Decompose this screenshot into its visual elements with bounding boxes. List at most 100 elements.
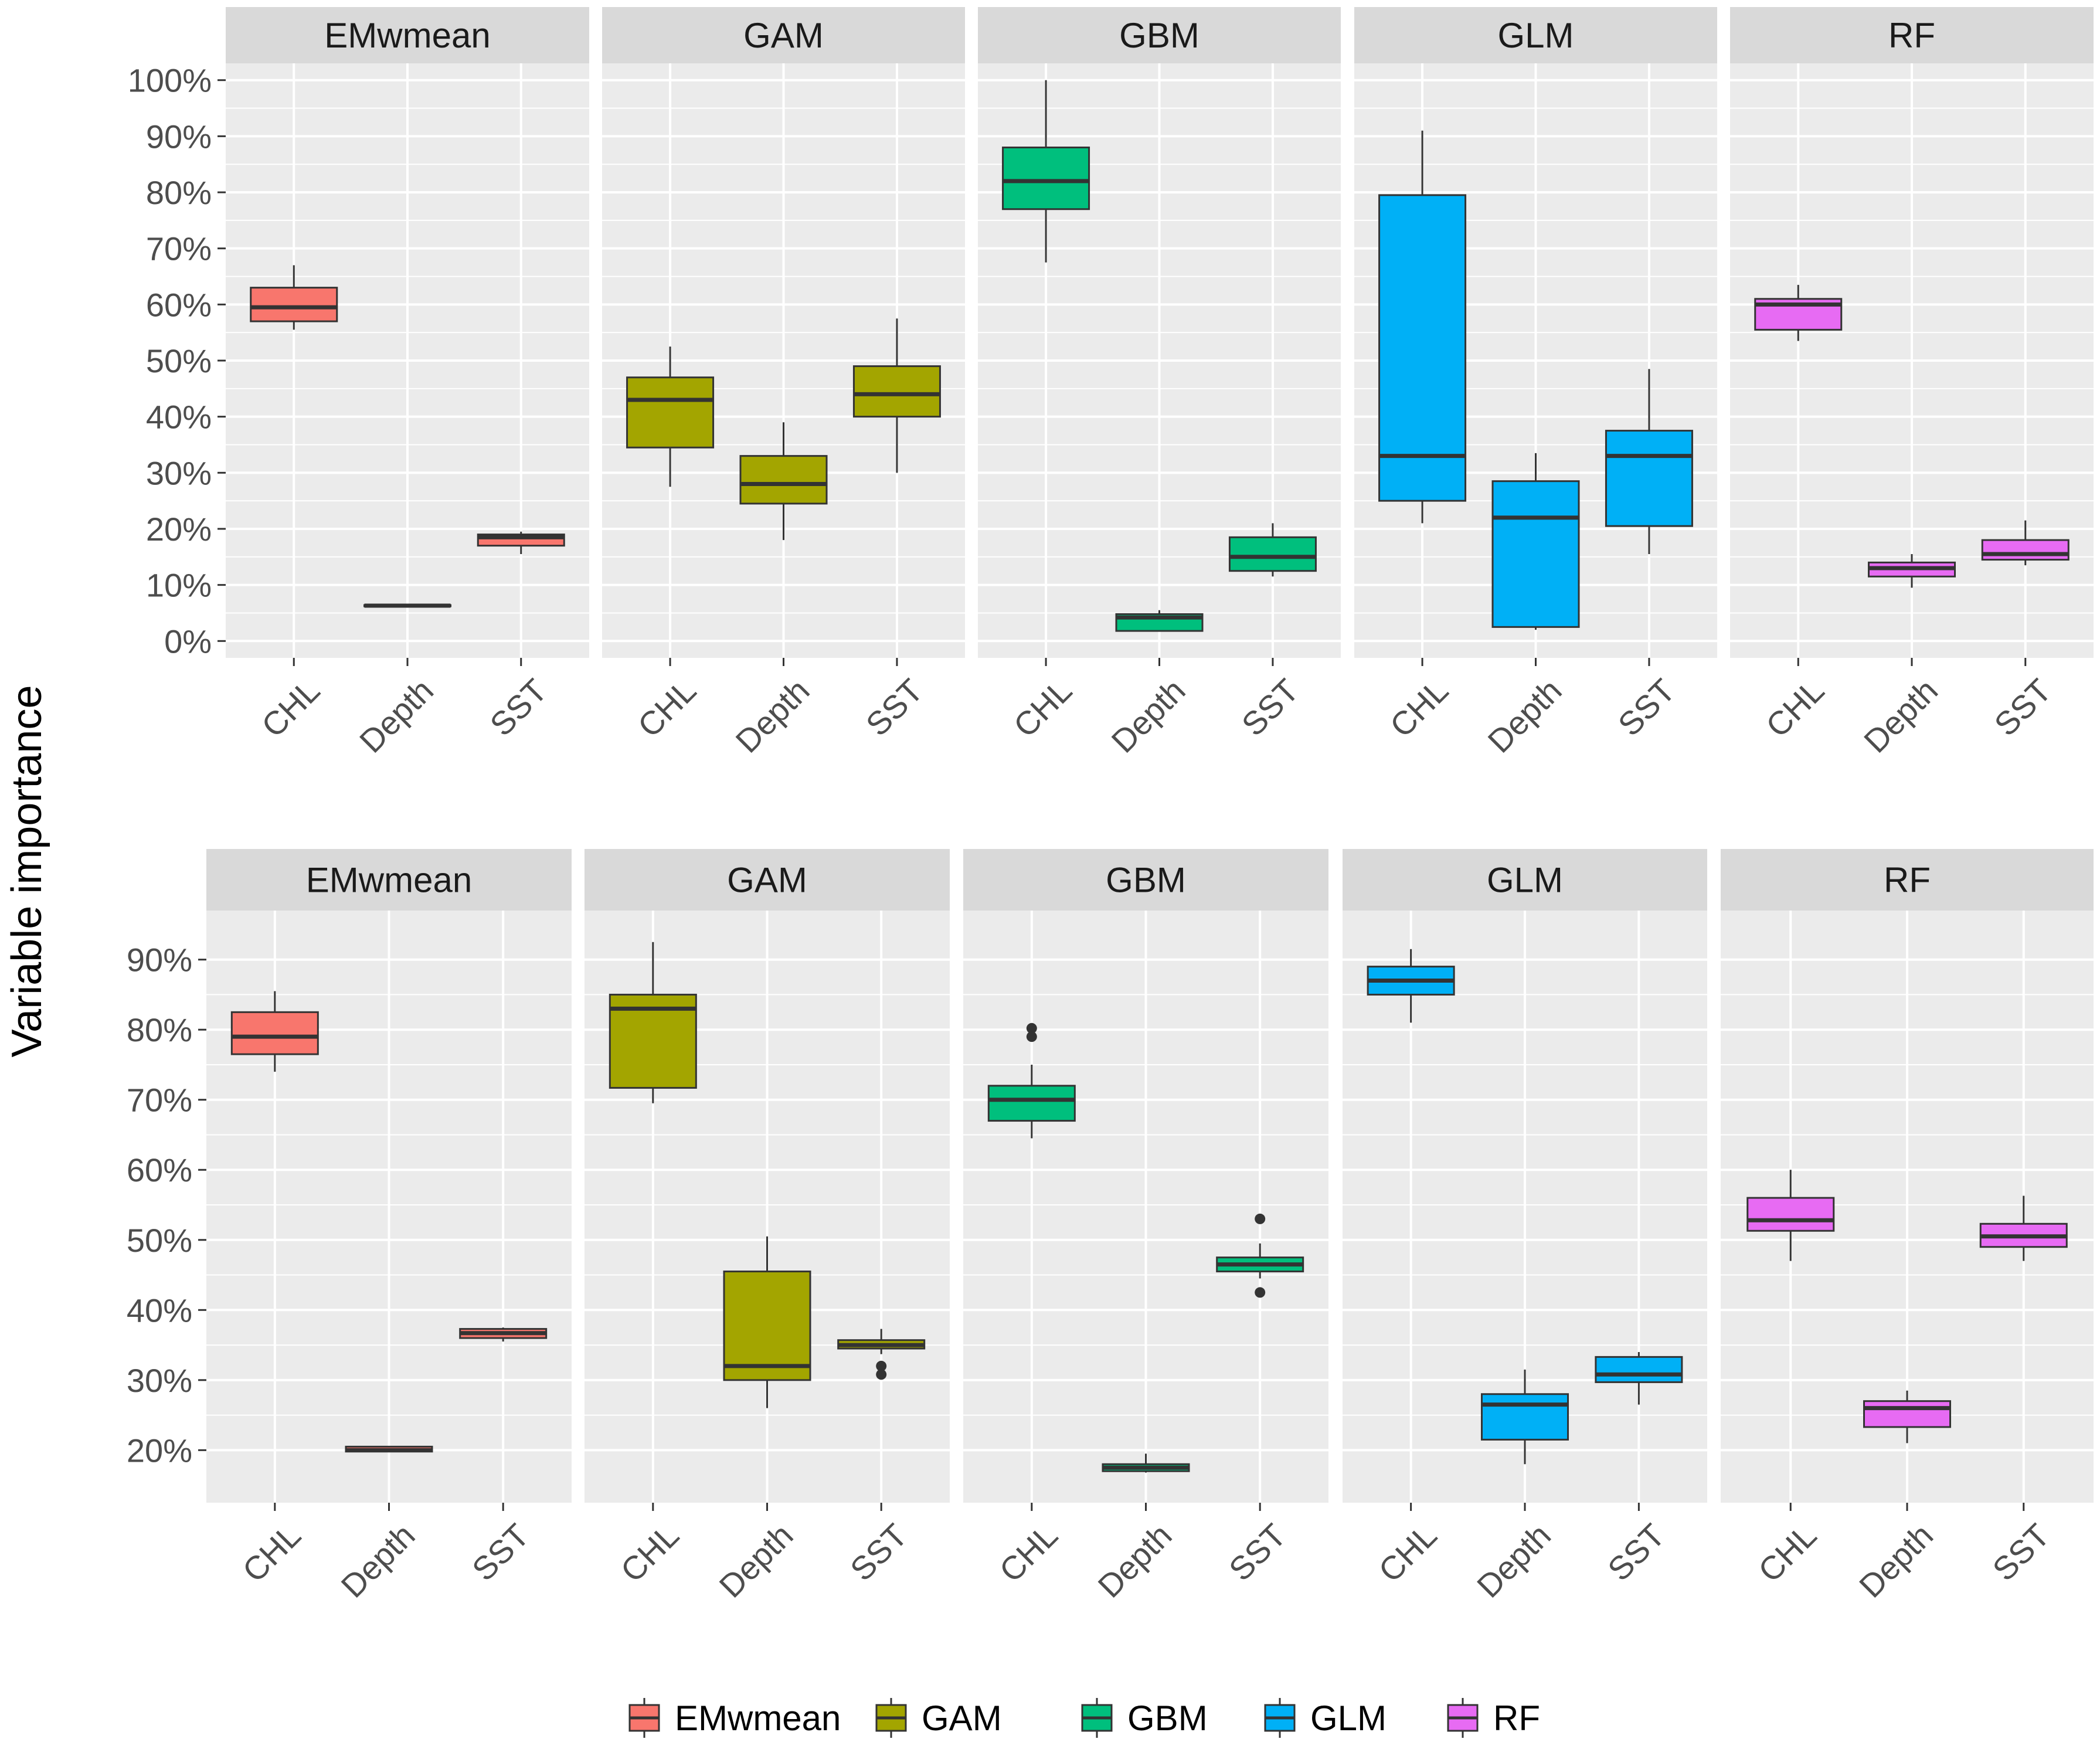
box-gbm-chl: [987, 1023, 1076, 1139]
box-gbm-chl: [1002, 80, 1090, 263]
box-iqr: [626, 376, 715, 449]
box-glm-depth: [1491, 453, 1580, 630]
facet-strip: [978, 7, 1341, 63]
outlier-point: [1255, 1213, 1266, 1224]
box-glm-depth: [1481, 1369, 1569, 1465]
facet-label: GAM: [727, 861, 807, 900]
legend-item-emwmean: EMwmean: [628, 1698, 841, 1738]
facet-strip: [226, 7, 589, 63]
legend-item-rf: RF: [1447, 1698, 1540, 1738]
box-iqr: [1605, 430, 1693, 527]
y-tick-label: 90%: [127, 942, 192, 979]
box-iqr: [1746, 1197, 1835, 1232]
facet-strip: [206, 849, 572, 911]
facet-label: RF: [1888, 16, 1935, 55]
legend-label: GLM: [1310, 1699, 1387, 1738]
legend-item-gam: GAM: [875, 1698, 1002, 1738]
box-iqr: [1378, 194, 1467, 502]
box-iqr: [230, 1011, 319, 1055]
box-iqr: [1595, 1356, 1683, 1383]
facet-label: EMwmean: [306, 861, 472, 900]
facet-strip: [1721, 849, 2094, 911]
box-gam-chl: [609, 942, 697, 1103]
box-gbm-sst: [1216, 1213, 1304, 1298]
box-iqr: [250, 287, 338, 322]
box-rf-chl: [1754, 284, 1843, 341]
y-tick-label: 60%: [127, 1152, 192, 1188]
box-emwmean-sst: [459, 1327, 548, 1342]
y-tick-label: 40%: [146, 399, 212, 436]
box-gbm-depth: [1102, 1453, 1190, 1473]
box-rf-depth: [1863, 1390, 1951, 1443]
facet-strip: [1343, 849, 1707, 911]
box-glm-sst: [1595, 1352, 1683, 1405]
facet-label: GBM: [1106, 861, 1186, 900]
facet-label: GLM: [1497, 16, 1574, 55]
facet-strip: [602, 7, 965, 63]
facet-strip: [963, 849, 1328, 911]
outlier-point: [876, 1369, 887, 1380]
box-iqr: [739, 455, 828, 505]
box-iqr: [1228, 536, 1317, 572]
facet-label: GLM: [1487, 861, 1563, 900]
box-iqr: [1481, 1393, 1569, 1441]
legend-label: EMwmean: [675, 1699, 841, 1738]
legend: EMwmean GAM GBM GLM RF: [628, 1698, 1540, 1738]
box-rf-depth: [1868, 554, 1956, 588]
box-rf-sst: [1981, 520, 2070, 566]
y-tick-label: 30%: [127, 1362, 192, 1399]
outlier-point: [1255, 1287, 1266, 1298]
box-gbm-depth: [1115, 610, 1204, 632]
outlier-point: [1026, 1031, 1037, 1042]
box-iqr: [1002, 146, 1090, 210]
box-rf-chl: [1746, 1170, 1835, 1261]
facet-strip: [1730, 7, 2094, 63]
facet-strip: [1354, 7, 1717, 63]
box-iqr: [987, 1085, 1076, 1122]
y-tick-label: 10%: [146, 567, 212, 604]
box-gam-depth: [723, 1236, 811, 1408]
y-tick-label: 80%: [146, 174, 212, 211]
y-tick-label: 20%: [127, 1432, 192, 1469]
y-tick-label: 50%: [146, 342, 212, 379]
legend-item-gbm: GBM: [1081, 1698, 1208, 1738]
box-gam-chl: [626, 347, 715, 487]
facet-label: RF: [1884, 861, 1931, 900]
legend-label: GBM: [1127, 1699, 1208, 1738]
box-iqr: [1981, 539, 2070, 561]
legend-item-glm: GLM: [1264, 1698, 1387, 1738]
box-iqr: [1863, 1400, 1951, 1428]
y-tick-label: 70%: [146, 230, 212, 267]
box-emwmean-depth: [345, 1445, 433, 1453]
box-gbm-sst: [1228, 523, 1317, 577]
y-tick-label: 0%: [164, 623, 212, 660]
box-emwmean-depth: [363, 603, 451, 608]
box-rf-sst: [1979, 1195, 2068, 1261]
box-gam-depth: [739, 422, 828, 541]
y-tick-label: 90%: [146, 118, 212, 155]
y-tick-label: 80%: [127, 1011, 192, 1048]
box-emwmean-chl: [250, 265, 338, 330]
y-axis-title: Variable importance: [4, 685, 50, 1058]
y-tick-label: 40%: [127, 1292, 192, 1329]
y-tick-label: 20%: [146, 511, 212, 548]
y-tick-label: 50%: [127, 1222, 192, 1259]
y-tick-label: 30%: [146, 454, 212, 491]
box-gam-sst: [837, 1329, 926, 1380]
box-glm-sst: [1605, 369, 1693, 555]
box-emwmean-sst: [477, 531, 565, 555]
outlier-point: [1026, 1023, 1037, 1034]
box-iqr: [1491, 480, 1580, 628]
box-iqr: [852, 365, 941, 418]
legend-label: GAM: [922, 1699, 1002, 1738]
y-tick-label: 60%: [146, 286, 212, 323]
facet-label: GAM: [743, 16, 824, 55]
